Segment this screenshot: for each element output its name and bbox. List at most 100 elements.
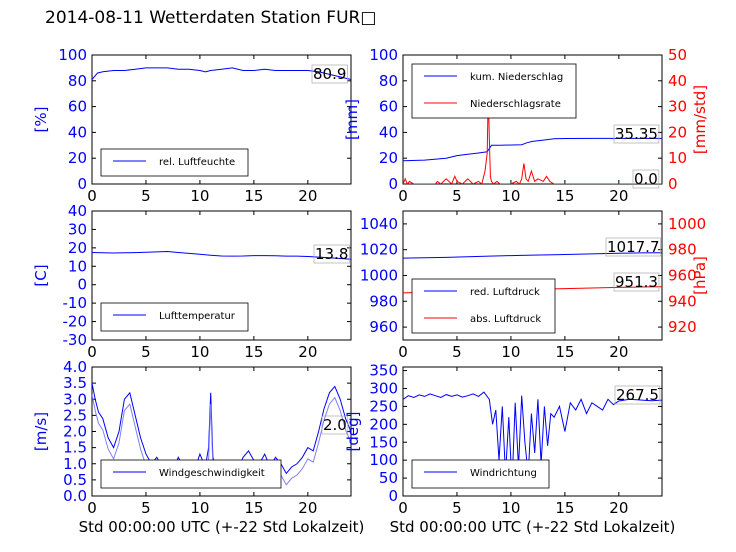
temperature-value-annotation: 13.8 (315, 245, 348, 263)
precipitation-plot-frame (402, 54, 663, 185)
humidity-annotation-box (311, 64, 348, 84)
precipitation-xtick-label: 5 (452, 187, 462, 205)
humidity-ytick-label: 100 (58, 46, 87, 64)
pressure-value-annotation: 1017.7 (607, 238, 660, 256)
wind-direction-ylabel: [deg] (344, 412, 362, 452)
pressure-annotation-box (605, 237, 661, 257)
humidity-xtick-label: 10 (190, 187, 209, 205)
temperature-legend-label: Lufttemperatur (159, 311, 236, 322)
precipitation-legend-label: kum. Niederschlag (470, 72, 563, 83)
pressure-ytick-label: 1020 (360, 241, 398, 259)
temperature-plot-frame (91, 210, 352, 341)
wind-direction-value-annotation: 267.5 (616, 386, 659, 404)
wind-direction-ytick-label: 250 (369, 397, 398, 415)
precipitation-xtick-label: 10 (501, 187, 520, 205)
precipitation-ytick-label: 40 (379, 123, 398, 141)
pressure-series-line-0 (403, 252, 662, 259)
precipitation-y2tick-label: 50 (668, 46, 687, 64)
wind-speed-annotation-box (321, 415, 349, 435)
precipitation-series-line-1 (403, 91, 662, 184)
pressure-xtick-label: 20 (609, 343, 628, 361)
pressure-legend-label: abs. Luftdruck (470, 314, 541, 325)
wind-direction-ytick-label: 50 (379, 469, 398, 487)
wind-direction-ytick-label: 200 (369, 415, 398, 433)
temperature-xtick-label: 20 (298, 343, 317, 361)
wind-direction-xtick-label: 0 (398, 499, 408, 517)
pressure-ytick-label: 980 (369, 292, 398, 310)
humidity-plot-frame (91, 54, 352, 185)
precipitation-ytick-label: 60 (379, 98, 398, 116)
humidity-ytick-label: 20 (68, 149, 87, 167)
pressure-legend-label: red. Luftdruck (470, 287, 540, 298)
precipitation-ytick-label: 100 (369, 46, 398, 64)
wind-speed-ytick-label: 3.5 (63, 374, 87, 392)
wind-direction-ytick-label: 300 (369, 380, 398, 398)
humidity-series-line-0 (92, 67, 351, 80)
wind-direction-xlabel: Std 00:00:00 UTC (+-22 Std Lokalzeit) (390, 518, 676, 536)
humidity-legend-label: rel. Luftfeuchte (159, 157, 235, 168)
temperature-xtick-label: 10 (190, 343, 209, 361)
pressure-y2tick-label: 960 (668, 267, 697, 285)
wind-speed-ytick-label: 2.0 (63, 423, 87, 441)
pressure-annotation-box (613, 272, 660, 292)
humidity-xtick-label: 20 (298, 187, 317, 205)
precipitation-annotation-box (613, 124, 660, 144)
pressure-xtick-label: 0 (398, 343, 408, 361)
precipitation-y2label: [mm/std] (691, 85, 709, 154)
precipitation-ytick-label: 20 (379, 149, 398, 167)
pressure-xtick-label: 5 (452, 343, 462, 361)
wind-speed-ytick-label: 1.5 (63, 439, 87, 457)
humidity-ylabel: [%] (32, 107, 50, 133)
temperature-ytick-label: 20 (68, 239, 87, 257)
humidity-xtick-label: 5 (141, 187, 151, 205)
pressure-xtick-label: 15 (555, 343, 574, 361)
wind-speed-xtick-label: 10 (190, 499, 209, 517)
wind-direction-xtick-label: 15 (555, 499, 574, 517)
precipitation-y2tick-label: 20 (668, 123, 687, 141)
pressure-ytick-label: 1000 (360, 267, 398, 285)
temperature-series-line-0 (92, 250, 351, 260)
pressure-xtick-label: 10 (501, 343, 520, 361)
wind-speed-legend-box (100, 459, 282, 489)
temperature-xtick-label: 15 (244, 343, 263, 361)
precipitation-xtick-label: 0 (398, 187, 408, 205)
pressure-y2tick-label: 940 (668, 292, 697, 310)
temperature-xtick-label: 0 (87, 343, 97, 361)
pressure-ytick-label: 1040 (360, 215, 398, 233)
humidity-ytick-label: 80 (68, 72, 87, 90)
precipitation-series-line-0 (403, 137, 662, 162)
wind-speed-xtick-label: 5 (141, 499, 151, 517)
precipitation-y2tick-label: 0 (668, 175, 678, 193)
precipitation-y2tick-label: 30 (668, 98, 687, 116)
wind-speed-xtick-label: 20 (298, 499, 317, 517)
wind-direction-legend-label: Windrichtung (470, 468, 537, 479)
temperature-ytick-label: 30 (68, 220, 87, 238)
precipitation-ytick-label: 80 (379, 72, 398, 90)
wind-direction-ytick-label: 0 (388, 487, 398, 505)
page-title: 2014-08-11 Wetterdaten Station FUR□ (45, 8, 377, 28)
wind-speed-xtick-label: 15 (244, 499, 263, 517)
wind-speed-ytick-label: 4.0 (63, 358, 87, 376)
wind-direction-plot-frame (402, 366, 663, 497)
precipitation-legend-box (411, 63, 577, 119)
precipitation-xtick-label: 15 (555, 187, 574, 205)
temperature-ytick-label: 10 (68, 257, 87, 275)
temperature-ytick-label: -30 (63, 331, 88, 349)
precipitation-xtick-label: 20 (609, 187, 628, 205)
humidity-legend-box (100, 148, 249, 177)
wind-direction-annotation-box (614, 385, 661, 405)
precipitation-annotation-box (632, 169, 660, 189)
wind-direction-ytick-label: 350 (369, 362, 398, 380)
humidity-xtick-label: 0 (87, 187, 97, 205)
pressure-y2tick-label: 980 (668, 241, 697, 259)
wind-direction-xtick-label: 20 (609, 499, 628, 517)
pressure-y2tick-label: 1000 (668, 215, 706, 233)
wind-speed-ytick-label: 3.0 (63, 390, 87, 408)
temperature-ylabel: [C] (32, 264, 50, 286)
precipitation-ylabel: [mm] (343, 99, 361, 140)
wind-direction-series-line-0 (403, 391, 662, 486)
wind-direction-legend-box (411, 459, 550, 489)
temperature-ytick-label: 0 (77, 276, 87, 294)
wind-direction-xtick-label: 5 (452, 499, 462, 517)
